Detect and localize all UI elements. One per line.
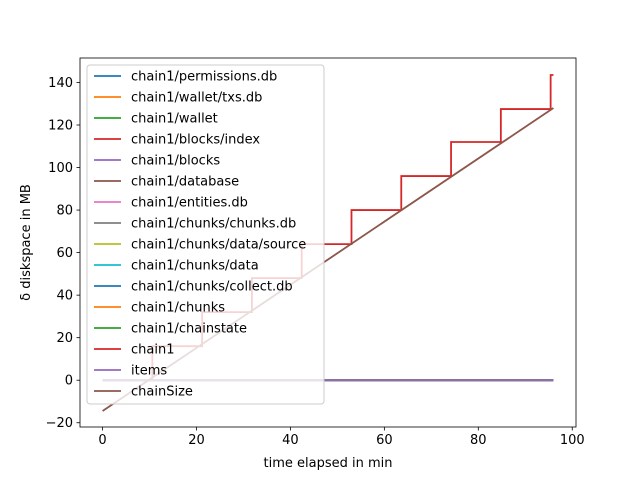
legend-label: chain1/blocks/index xyxy=(131,133,260,148)
legend-label: chain1/chunks/collect.db xyxy=(131,280,293,295)
x-axis-label: time elapsed in min xyxy=(264,456,393,471)
legend: chain1/permissions.db chain1/wallet/txs.d… xyxy=(86,64,325,405)
x-tick-label: 100 xyxy=(560,433,585,448)
plot-frame xyxy=(79,57,577,428)
x-tick-label: 60 xyxy=(376,433,393,448)
legend-label: chain1/database xyxy=(131,175,239,190)
legend-label: chain1/entities.db xyxy=(131,196,248,211)
legend-label: items xyxy=(131,364,167,379)
y-tick-label: 120 xyxy=(48,118,73,133)
y-tick-label: 40 xyxy=(56,289,73,304)
axis-layer: 0 20 40 60 80 100 −20 0 20 40 60 80 100 120 140 xyxy=(46,76,585,448)
x-tick-label: 20 xyxy=(188,433,205,448)
legend-label: chain1/chunks xyxy=(131,301,225,316)
legend-label: chain1/permissions.db xyxy=(131,70,277,85)
legend-label: chain1 xyxy=(131,343,174,358)
x-tick-label: 40 xyxy=(282,433,299,448)
legend-label: chain1/chunks/data/source xyxy=(131,238,306,253)
x-tick-label: 0 xyxy=(98,433,106,448)
legend-label: chain1/chunks/chunks.db xyxy=(131,217,296,232)
y-tick-label: 140 xyxy=(48,76,73,91)
y-tick-label: 100 xyxy=(48,161,73,176)
y-tick-label: 20 xyxy=(56,331,73,346)
legend-label: chainSize xyxy=(131,385,193,400)
y-axis-label: δ diskspace in MB xyxy=(19,184,34,301)
legend-box xyxy=(86,64,325,405)
y-tick-label: 0 xyxy=(65,374,73,389)
legend-label: chain1/blocks xyxy=(131,154,220,169)
y-tick-label: −20 xyxy=(46,416,73,431)
x-tick-label: 80 xyxy=(470,433,487,448)
legend-label: chain1/chunks/data xyxy=(131,259,259,274)
legend-label: chain1/wallet xyxy=(131,112,218,127)
y-tick-label: 80 xyxy=(56,204,73,219)
legend-label: chain1/chainstate xyxy=(131,322,247,337)
legend-label: chain1/wallet/txs.db xyxy=(131,91,262,106)
y-tick-label: 60 xyxy=(56,246,73,261)
